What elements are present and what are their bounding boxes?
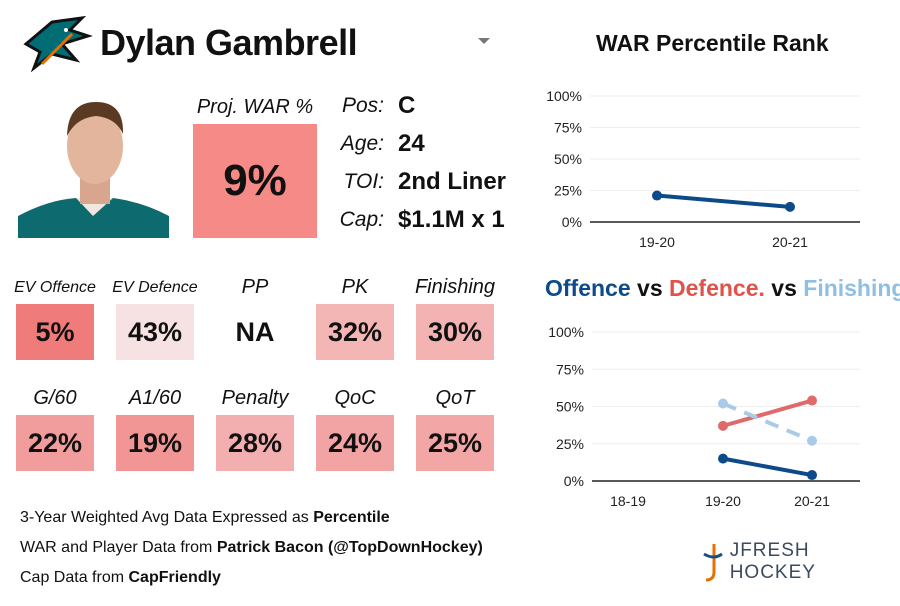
x-tick-label: 20-21 [794, 493, 830, 509]
data-point [718, 453, 728, 464]
source-note: 3-Year Weighted Avg Data Expressed as Pe… [20, 509, 390, 526]
y-tick-label: 50% [556, 399, 584, 415]
data-point [718, 398, 728, 409]
player-name: Dylan Gambrell [100, 22, 358, 63]
data-point [718, 420, 728, 431]
chart2-title-part: vs [764, 275, 804, 301]
chart1-title: WAR Percentile Rank [596, 30, 829, 56]
chart2-title-part: Defence. [669, 275, 765, 301]
y-tick-label: 25% [556, 436, 584, 452]
stat-tile: 43% [116, 304, 194, 360]
x-tick-label: 19-20 [705, 493, 741, 509]
series-line [722, 401, 813, 443]
y-tick-label: 50% [554, 151, 582, 167]
stat-tile: 22% [16, 415, 94, 471]
stat-label: Penalty [221, 387, 289, 409]
x-tick-label: 18-19 [610, 493, 646, 509]
y-tick-label: 0% [562, 214, 582, 230]
y-tick-label: 75% [556, 361, 584, 377]
series-line [722, 398, 813, 428]
data-point [652, 190, 662, 201]
stat-label: QoT [435, 387, 475, 409]
proj-war-tile: 9% [193, 124, 317, 238]
chart2-title-part: Finishing [803, 275, 900, 301]
data-point [807, 395, 817, 406]
series-line [656, 193, 791, 209]
info-label: Cap: [339, 208, 384, 231]
stat-label: PP [241, 276, 269, 298]
y-tick-label: 0% [564, 473, 584, 489]
stat-tile: 5% [16, 304, 94, 360]
info-value: 2nd Liner [398, 168, 507, 195]
source-note: Cap Data from CapFriendly [20, 569, 221, 586]
stat-label: EV Defence [112, 279, 198, 296]
stat-label: QoC [334, 387, 376, 409]
stat-tile: NA [216, 304, 294, 360]
stat-label: A1/60 [128, 387, 182, 409]
player-photo [18, 88, 169, 238]
info-value: 24 [398, 130, 425, 157]
data-point [785, 201, 795, 212]
y-tick-label: 25% [554, 183, 582, 199]
info-label: Pos: [341, 94, 384, 117]
stat-tile: 30% [416, 304, 494, 360]
chart2-title: Offence vs Defence. vs Finishing [545, 275, 900, 302]
x-tick-label: 19-20 [639, 234, 675, 250]
data-point [807, 470, 817, 481]
info-value: $1.1M x 1 [398, 206, 505, 233]
sharks-logo [23, 15, 93, 72]
stat-tile: 25% [416, 415, 494, 471]
source-note: WAR and Player Data from Patrick Bacon (… [20, 539, 483, 556]
y-tick-label: 75% [554, 120, 582, 136]
stat-tile: 28% [216, 415, 294, 471]
stat-label: EV Offence [14, 279, 96, 296]
stat-label: Finishing [414, 276, 496, 298]
brand-text: JFRESH HOCKEY [729, 540, 816, 583]
jfresh-brand: JFRESH HOCKEY [700, 540, 900, 584]
jfresh-logo-icon [703, 544, 723, 582]
player-dropdown-caret-icon[interactable] [478, 38, 490, 44]
data-point [807, 435, 817, 446]
y-tick-label: 100% [546, 88, 582, 104]
info-label: TOI: [343, 170, 384, 193]
proj-war-label: Proj. WAR % [196, 96, 314, 118]
x-tick-label: 20-21 [772, 234, 808, 250]
stat-label: PK [341, 276, 369, 298]
stat-tile: 32% [316, 304, 394, 360]
series-line [722, 456, 813, 478]
stat-label: G/60 [33, 387, 77, 409]
info-label: Age: [340, 132, 384, 155]
war-percentile-chart: 0% 25% 50% 75% 100% 19-20 20-21 [546, 88, 860, 250]
stat-tile: 24% [316, 415, 394, 471]
chart2-title-part: Offence [545, 275, 631, 301]
y-tick-label: 100% [548, 324, 584, 340]
chart2-title-part: vs [630, 275, 670, 301]
offence-defence-finishing-chart: 0% 25% 50% 75% 100% 18-19 19-20 20-21 [548, 324, 860, 509]
info-value: C [398, 92, 416, 119]
stat-tile: 19% [116, 415, 194, 471]
